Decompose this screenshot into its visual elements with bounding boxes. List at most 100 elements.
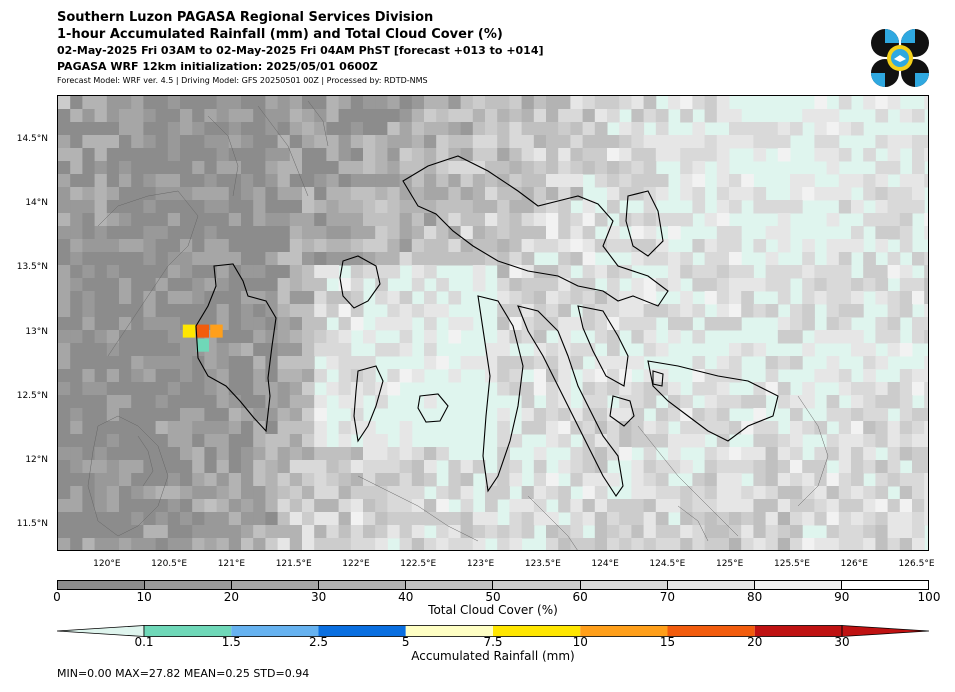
- cloud-cell: [216, 122, 230, 136]
- cloud-cell: [363, 109, 376, 123]
- cloud-cell: [424, 226, 437, 240]
- cloud-cell: [863, 538, 876, 550]
- cloud-cell: [338, 304, 352, 318]
- cloud-cell: [94, 486, 108, 500]
- longitude-label: 120°E: [93, 559, 121, 569]
- cloud-cell: [460, 460, 474, 474]
- cloud-cell: [875, 317, 889, 331]
- cloud-cell: [497, 109, 510, 123]
- cloud-cell: [692, 122, 706, 136]
- cloud-cell: [363, 187, 376, 201]
- cloud-cell: [692, 512, 706, 526]
- cloud-cell: [253, 252, 266, 266]
- cloud-cell: [192, 200, 205, 214]
- cloud-cell: [228, 278, 242, 292]
- cloud-cell: [363, 369, 376, 383]
- cloud-cell: [94, 538, 108, 550]
- cloud-cell: [338, 161, 352, 175]
- forecast-map: [57, 95, 929, 551]
- cloud-cell: [277, 317, 291, 331]
- cloud-cell: [899, 421, 913, 435]
- cloud-cell: [826, 369, 840, 383]
- cloud-cell: [558, 317, 571, 331]
- cloud-cell: [167, 460, 181, 474]
- rain-colorbar-segment: [754, 625, 842, 637]
- cloud-cell: [546, 408, 559, 422]
- cloud-cell: [314, 486, 327, 500]
- cloud-cell: [82, 174, 96, 188]
- cloud-cell: [570, 421, 584, 435]
- cloud-cell: [192, 239, 205, 253]
- cloud-cell: [82, 226, 96, 240]
- cloud-cell: [82, 369, 96, 383]
- cloud-cell: [277, 213, 291, 227]
- cloud-cell: [143, 226, 157, 240]
- cloud-cell: [668, 330, 681, 344]
- cloud-cell: [912, 161, 925, 175]
- cloud-cell: [924, 486, 928, 500]
- cloud-cell: [167, 382, 181, 396]
- cloud-cell: [509, 369, 523, 383]
- cloud-cell: [314, 395, 327, 409]
- cloud-cell: [777, 265, 791, 279]
- cloud-cell: [851, 304, 864, 318]
- cloud-cell: [729, 200, 742, 214]
- cloud-cell: [106, 525, 120, 539]
- cloud-cell: [241, 317, 254, 331]
- cloud-cell: [533, 200, 547, 214]
- cloud-cell: [533, 330, 547, 344]
- cloud-cell: [704, 213, 718, 227]
- cloud-colorbar-segment: [319, 581, 407, 589]
- cloud-cell: [814, 421, 828, 435]
- cloud-cell: [155, 265, 169, 279]
- cloud-cell: [912, 408, 925, 422]
- cloud-cell: [887, 135, 901, 149]
- cloud-cell: [497, 538, 510, 550]
- cloud-cell: [216, 187, 230, 201]
- cloud-cell: [131, 434, 144, 448]
- cloud-cell: [411, 226, 425, 240]
- cloud-cell: [131, 356, 144, 370]
- cloud-cell: [655, 434, 669, 448]
- cloud-cell: [326, 538, 340, 550]
- cloud-cell: [167, 447, 181, 461]
- cloud-cell: [411, 239, 425, 253]
- cloud-cell: [363, 148, 376, 162]
- cloud-cell: [875, 486, 889, 500]
- cloud-cell: [826, 109, 840, 123]
- cloud-cell: [497, 369, 510, 383]
- cloud-cell: [180, 174, 193, 188]
- cloud-cell: [180, 122, 193, 136]
- cloud-cell: [582, 252, 596, 266]
- cloud-cell: [607, 109, 620, 123]
- cloud-cell: [228, 525, 242, 539]
- cloud-cell: [912, 486, 925, 500]
- cloud-cell: [350, 460, 364, 474]
- cloud-cell: [326, 200, 340, 214]
- cloud-cell: [82, 356, 96, 370]
- cloud-cell: [826, 252, 840, 266]
- rain-colorbar-segment: [580, 625, 668, 637]
- cloud-cell: [643, 135, 657, 149]
- cloud-cell: [460, 525, 474, 539]
- cloud-cell: [70, 278, 83, 292]
- cloud-cell: [70, 291, 83, 305]
- cloud-cell: [777, 317, 791, 331]
- cloud-cell: [875, 96, 889, 110]
- cloud-cell: [180, 395, 193, 409]
- cloud-cell: [94, 148, 108, 162]
- cloud-cell: [802, 473, 815, 487]
- cloud-cell: [387, 317, 401, 331]
- cloud-cell: [204, 96, 218, 110]
- cloud-cell: [180, 278, 193, 292]
- cloud-cell: [70, 226, 83, 240]
- longitude-label: 124°E: [591, 559, 619, 569]
- cloud-cell: [643, 499, 657, 513]
- cloud-cell: [302, 330, 315, 344]
- cloud-cell: [631, 109, 645, 123]
- cloud-cell: [619, 499, 632, 513]
- cloud-cell: [570, 174, 584, 188]
- cloud-cell: [228, 226, 242, 240]
- cloud-cell: [387, 382, 401, 396]
- cloud-cell: [289, 304, 303, 318]
